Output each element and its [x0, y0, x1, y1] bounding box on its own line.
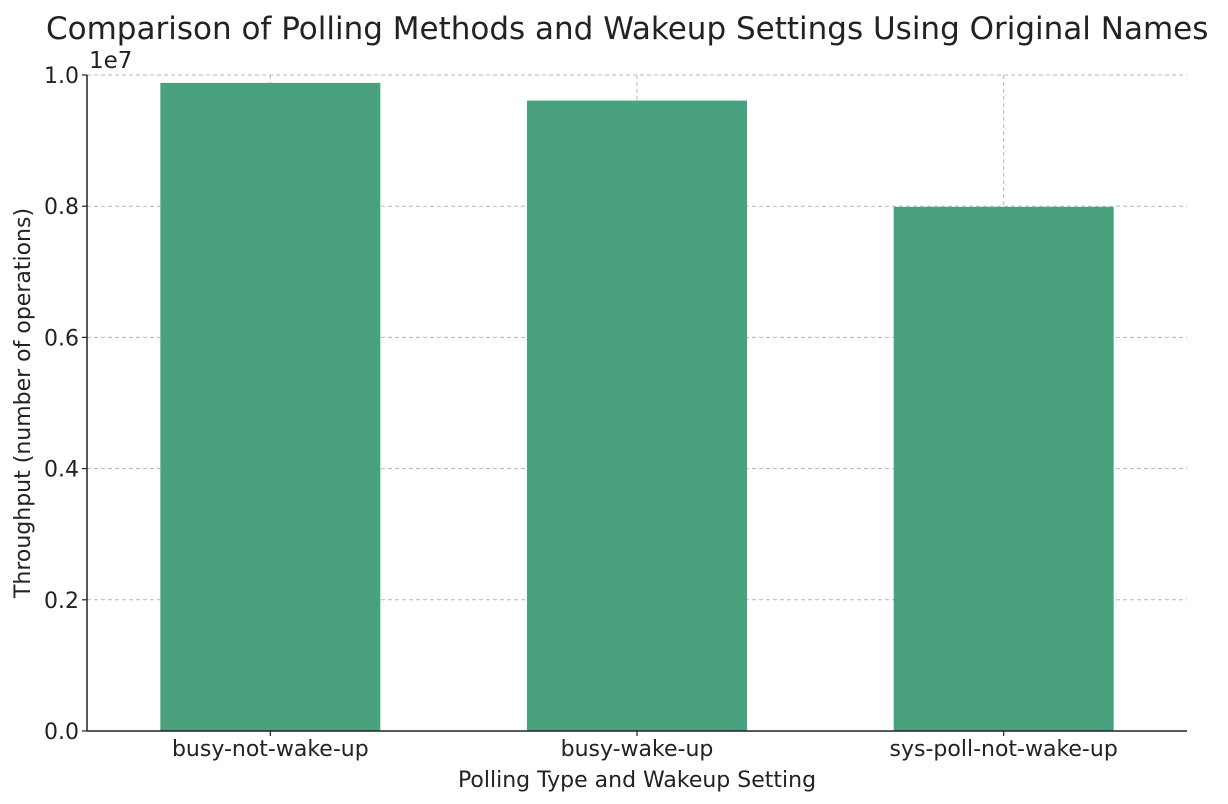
x-tick-label: sys-poll-not-wake-up	[890, 737, 1118, 762]
y-axis-label: Throughput (number of operations)	[11, 208, 36, 599]
ticks-layer: 0.0 0.2 0.4 0.6 0.8 1.0 busy-not-wake-up busy-w…	[44, 64, 1118, 762]
y-tick-label: 0.8	[44, 195, 79, 220]
bars-layer	[160, 82, 1114, 732]
y-tick-label: 0.2	[44, 589, 79, 614]
bar-busy-not-wake-up	[160, 82, 381, 731]
bar-busy-wake-up	[527, 100, 747, 732]
bar-sys-poll-not-wake-up	[893, 206, 1114, 731]
y-tick-label: 0.0	[44, 720, 79, 745]
y-axis-offset-label: 1e7	[89, 48, 132, 74]
y-tick-label: 1.0	[44, 64, 79, 89]
chart-title: Comparison of Polling Methods and Wakeup…	[46, 11, 1208, 47]
x-tick-label: busy-wake-up	[561, 737, 714, 762]
x-tick-label: busy-not-wake-up	[172, 737, 369, 762]
y-tick-label: 0.4	[44, 458, 79, 483]
x-axis-label: Polling Type and Wakeup Setting	[458, 768, 816, 793]
y-tick-label: 0.6	[44, 326, 79, 351]
